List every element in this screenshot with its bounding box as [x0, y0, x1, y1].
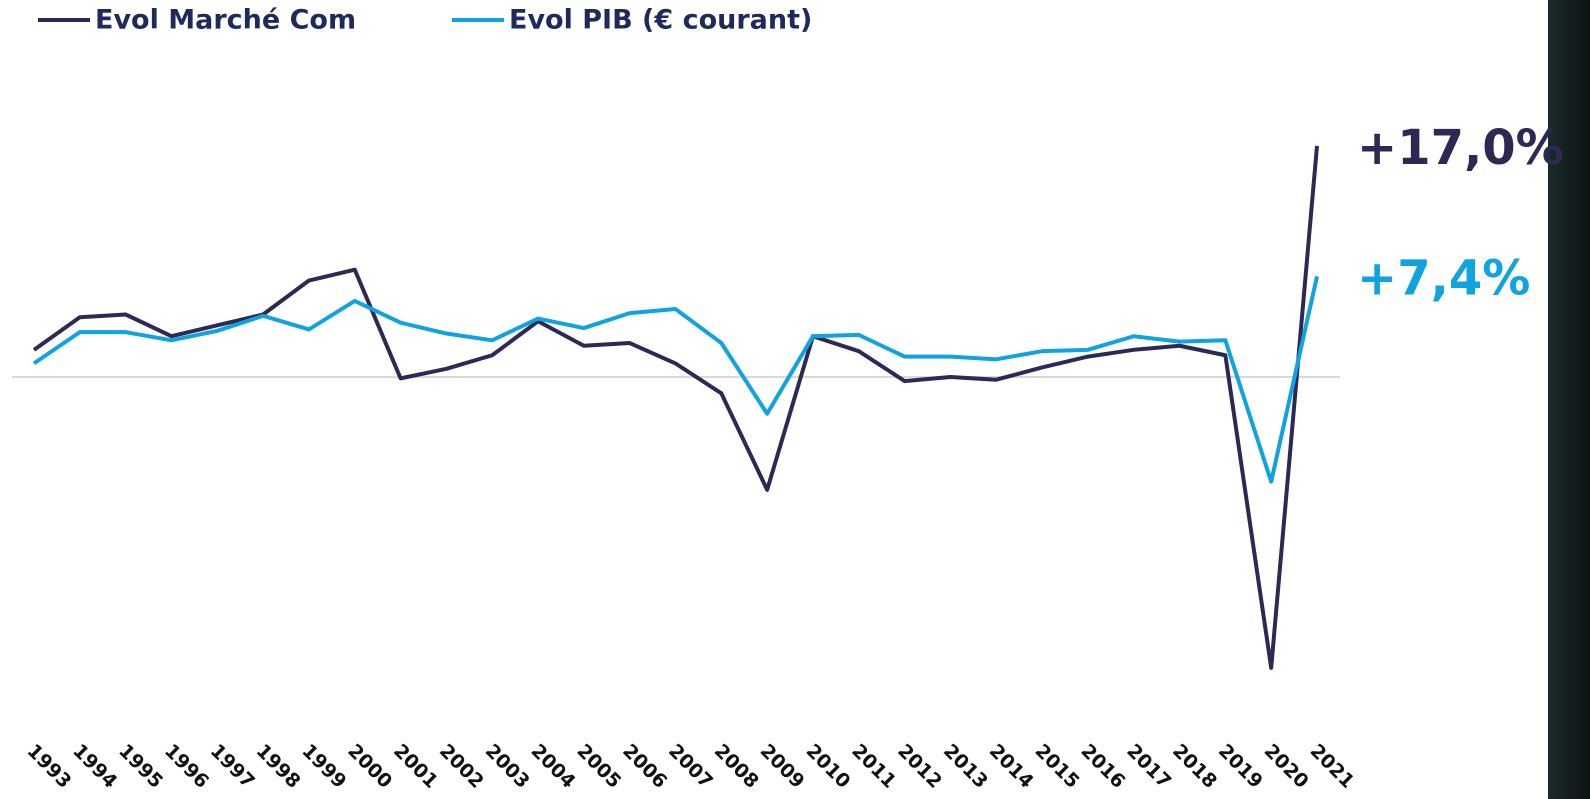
x-tick-label: 2020 [1260, 740, 1313, 793]
x-tick-label: 2001 [389, 740, 442, 793]
legend-label: Evol Marché Com [95, 5, 356, 36]
x-tick-label: 2016 [1076, 740, 1129, 793]
x-tick-label: 2010 [802, 740, 855, 793]
x-tick-label: 2008 [710, 740, 763, 793]
x-tick-label: 1996 [160, 740, 213, 793]
x-tick-label: 2009 [756, 740, 809, 793]
series-line [32, 275, 1319, 484]
screen-edge [1548, 0, 1590, 799]
series-line [32, 145, 1319, 670]
x-tick-label: 2007 [664, 740, 717, 793]
x-tick-label: 1997 [206, 740, 259, 793]
x-tick-label: 1999 [298, 740, 351, 793]
x-tick-label: 2006 [618, 740, 671, 793]
legend-label: Evol PIB (€ courant) [509, 5, 812, 36]
x-tick-label: 2011 [847, 740, 900, 793]
x-tick-label: 2017 [1122, 740, 1175, 793]
x-tick-label: 2019 [1214, 740, 1267, 793]
x-tick-label: 2014 [985, 740, 1038, 793]
x-tick-label: 1994 [68, 740, 121, 793]
end-label: +17,0% [1357, 120, 1564, 176]
x-tick-label: 2000 [343, 740, 396, 793]
end-label: +7,4% [1357, 250, 1530, 306]
x-tick-label: 1998 [252, 740, 305, 793]
x-tick-label: 1993 [23, 740, 76, 793]
x-tick-label: 2021 [1306, 740, 1359, 793]
x-tick-label: 2005 [572, 740, 625, 793]
x-tick-label: 2013 [939, 740, 992, 793]
x-tick-label: 2012 [893, 740, 946, 793]
x-tick-label: 1995 [114, 740, 167, 793]
x-tick-label: 2003 [481, 740, 534, 793]
x-tick-label: 2002 [435, 740, 488, 793]
x-tick-label: 2015 [1031, 740, 1084, 793]
x-tick-label: 2018 [1168, 740, 1221, 793]
x-tick-label: 2004 [527, 740, 580, 793]
